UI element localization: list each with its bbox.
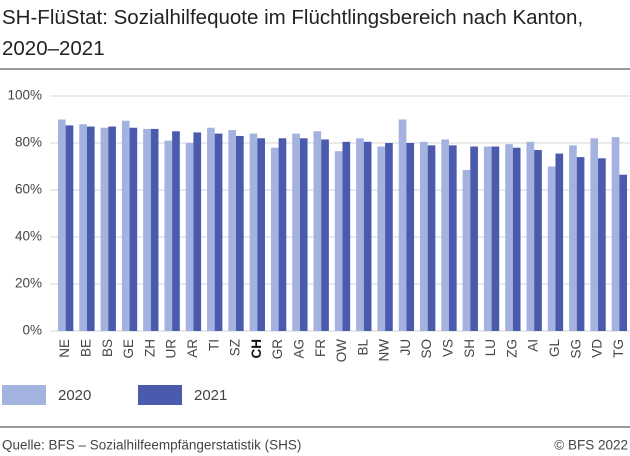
bar bbox=[555, 153, 564, 331]
bar bbox=[334, 151, 343, 331]
x-tick-label: NE bbox=[57, 339, 72, 358]
bar bbox=[590, 138, 599, 331]
x-tick-label: UR bbox=[164, 339, 179, 359]
legend-label: 2020 bbox=[58, 387, 91, 404]
bar bbox=[363, 141, 372, 331]
x-tick-label: NW bbox=[377, 339, 392, 362]
x-tick-label: OW bbox=[334, 339, 349, 363]
bar bbox=[598, 158, 606, 331]
bar bbox=[129, 127, 138, 331]
x-tick-label: SH bbox=[462, 339, 477, 358]
bar bbox=[377, 146, 386, 331]
bar bbox=[121, 120, 130, 331]
bar bbox=[164, 140, 173, 331]
x-tick-label: FR bbox=[313, 339, 328, 357]
bar bbox=[491, 146, 500, 331]
bar bbox=[406, 143, 415, 331]
bar bbox=[185, 143, 194, 331]
x-tick-label: AI bbox=[526, 339, 541, 352]
bar bbox=[427, 145, 436, 331]
bar bbox=[576, 157, 585, 331]
bar bbox=[505, 144, 513, 331]
bar bbox=[79, 124, 87, 331]
x-tick-label: GE bbox=[121, 339, 136, 359]
x-tick-label: GR bbox=[270, 339, 285, 360]
x-tick-label: LU bbox=[483, 339, 498, 356]
bar bbox=[547, 166, 556, 331]
bar bbox=[299, 138, 308, 331]
credit: © BFS 2022 bbox=[554, 438, 628, 453]
x-tick-label: CH bbox=[249, 339, 264, 359]
bar bbox=[398, 119, 407, 331]
y-tick-label: 100% bbox=[7, 88, 42, 103]
bar bbox=[108, 126, 116, 331]
bar bbox=[385, 143, 393, 331]
bar bbox=[278, 138, 287, 331]
y-tick-label: 40% bbox=[15, 229, 42, 244]
bar bbox=[270, 147, 279, 331]
y-tick-label: 60% bbox=[15, 182, 42, 197]
bar bbox=[356, 138, 364, 331]
bar bbox=[143, 128, 151, 331]
bar bbox=[228, 130, 237, 331]
source: Quelle: BFS – Sozialhilfeempfängerstatis… bbox=[2, 438, 301, 453]
bar bbox=[172, 131, 180, 331]
bar bbox=[441, 139, 449, 331]
legend-swatch bbox=[138, 385, 182, 405]
x-tick-label: SO bbox=[419, 339, 434, 359]
bar bbox=[470, 146, 478, 331]
x-tick-label: VD bbox=[590, 339, 605, 358]
bar bbox=[193, 132, 202, 331]
x-tick-label: TI bbox=[206, 339, 221, 351]
y-tick-label: 0% bbox=[22, 323, 42, 338]
bar bbox=[249, 133, 258, 331]
bar bbox=[207, 127, 215, 331]
bar bbox=[483, 146, 492, 331]
bar bbox=[569, 145, 577, 331]
x-tick-label: GL bbox=[547, 339, 562, 358]
bar bbox=[448, 145, 457, 331]
x-tick-label: BS bbox=[100, 339, 115, 357]
bar bbox=[611, 137, 620, 331]
x-tick-label: TG bbox=[611, 339, 626, 358]
bar bbox=[313, 131, 322, 331]
bar bbox=[342, 141, 351, 331]
chart-title: SH-FlüStat: Sozialhilfequote im Flüchtli… bbox=[2, 6, 584, 60]
x-tick-label: SG bbox=[568, 339, 583, 359]
bar bbox=[214, 133, 223, 331]
bar bbox=[292, 133, 300, 331]
x-tick-label: AR bbox=[185, 339, 200, 358]
y-tick-label: 80% bbox=[15, 135, 42, 150]
legend-label: 2021 bbox=[194, 387, 227, 404]
y-tick-label: 20% bbox=[15, 276, 42, 291]
bar bbox=[619, 174, 628, 331]
bar bbox=[100, 127, 109, 331]
x-tick-label: AG bbox=[291, 339, 306, 359]
x-tick-label: ZG bbox=[504, 339, 519, 358]
bar bbox=[512, 147, 521, 331]
x-tick-label: SZ bbox=[228, 339, 243, 356]
bar bbox=[86, 126, 95, 331]
bar bbox=[57, 119, 66, 331]
x-tick-label: ZH bbox=[142, 339, 157, 357]
x-tick-label: BL bbox=[355, 339, 370, 356]
x-tick-label: BE bbox=[79, 339, 94, 357]
bar bbox=[257, 138, 265, 331]
bar bbox=[526, 141, 535, 331]
legend-swatch bbox=[2, 385, 46, 405]
bar bbox=[534, 150, 542, 331]
bar bbox=[420, 141, 428, 331]
bar bbox=[65, 125, 74, 331]
bar bbox=[150, 128, 159, 331]
x-tick-label: VS bbox=[441, 339, 456, 357]
x-tick-label: JU bbox=[398, 339, 413, 356]
bar bbox=[462, 170, 471, 331]
bar bbox=[321, 139, 329, 331]
bar bbox=[236, 135, 244, 331]
